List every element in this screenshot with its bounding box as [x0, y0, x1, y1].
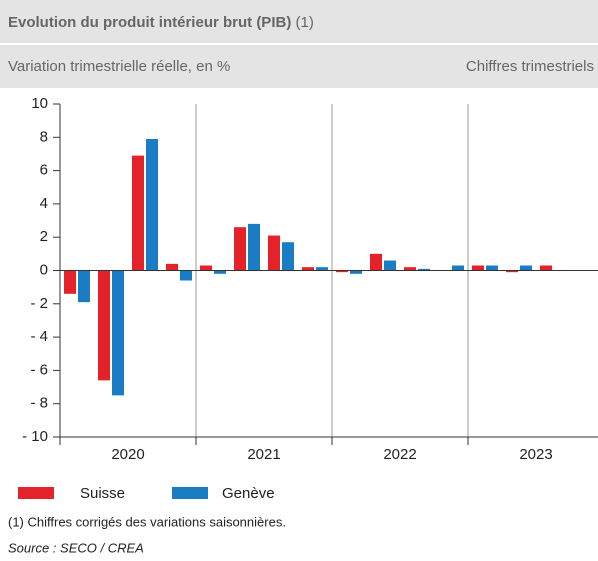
bar	[384, 260, 396, 271]
bar	[282, 242, 294, 271]
bar	[404, 267, 416, 271]
bar	[132, 155, 144, 271]
y-tick-label: 6	[40, 162, 48, 179]
legend-swatch	[18, 487, 54, 499]
bar	[418, 268, 430, 271]
y-tick-label: - 6	[30, 361, 48, 378]
bar	[316, 267, 328, 271]
x-group-label: 2022	[383, 446, 416, 463]
bar	[78, 270, 90, 303]
bar	[472, 265, 484, 271]
subtitle: Variation trimestrielle réelle, en %	[8, 58, 230, 75]
bar	[336, 270, 348, 273]
bar	[248, 223, 260, 271]
bar	[98, 270, 110, 381]
subtitle-right: Chiffres trimestriels	[466, 58, 594, 75]
footnote: (1) Chiffres corrigés des variations sai…	[8, 514, 286, 529]
y-tick-label: - 2	[30, 295, 48, 312]
bar	[540, 265, 552, 271]
y-tick-label: 8	[40, 128, 48, 145]
y-tick-label: 4	[40, 195, 48, 212]
bar	[350, 270, 362, 274]
y-tick-label: 2	[40, 228, 48, 245]
bar	[452, 265, 464, 271]
y-tick-label: - 10	[22, 428, 48, 445]
y-tick-label: - 4	[30, 328, 48, 345]
bar	[370, 253, 382, 271]
bar	[166, 263, 178, 271]
bar	[234, 227, 246, 271]
bar	[146, 138, 158, 271]
bar	[112, 270, 124, 396]
y-tick-label: - 8	[30, 395, 48, 412]
x-group-label: 2023	[519, 446, 552, 463]
y-tick-label: 0	[40, 261, 48, 278]
legend-label: Suisse	[80, 485, 125, 502]
legend-label: Genève	[222, 485, 275, 502]
chart-title: Evolution du produit intérieur brut (PIB…	[8, 14, 314, 31]
bar	[302, 267, 314, 271]
bar	[268, 235, 280, 271]
bar	[214, 270, 226, 274]
bar	[64, 270, 76, 294]
title-main: Evolution du produit intérieur brut (PIB…	[8, 14, 291, 31]
bar	[506, 270, 518, 273]
y-tick-label: 10	[31, 95, 48, 112]
bar	[200, 265, 212, 271]
source: Source : SECO / CREA	[8, 540, 144, 555]
bar	[486, 265, 498, 271]
x-group-label: 2021	[247, 446, 280, 463]
x-group-label: 2020	[111, 446, 144, 463]
bar	[520, 265, 532, 271]
legend-swatch	[172, 487, 208, 499]
title-note: (1)	[295, 14, 313, 31]
bar	[180, 270, 192, 281]
